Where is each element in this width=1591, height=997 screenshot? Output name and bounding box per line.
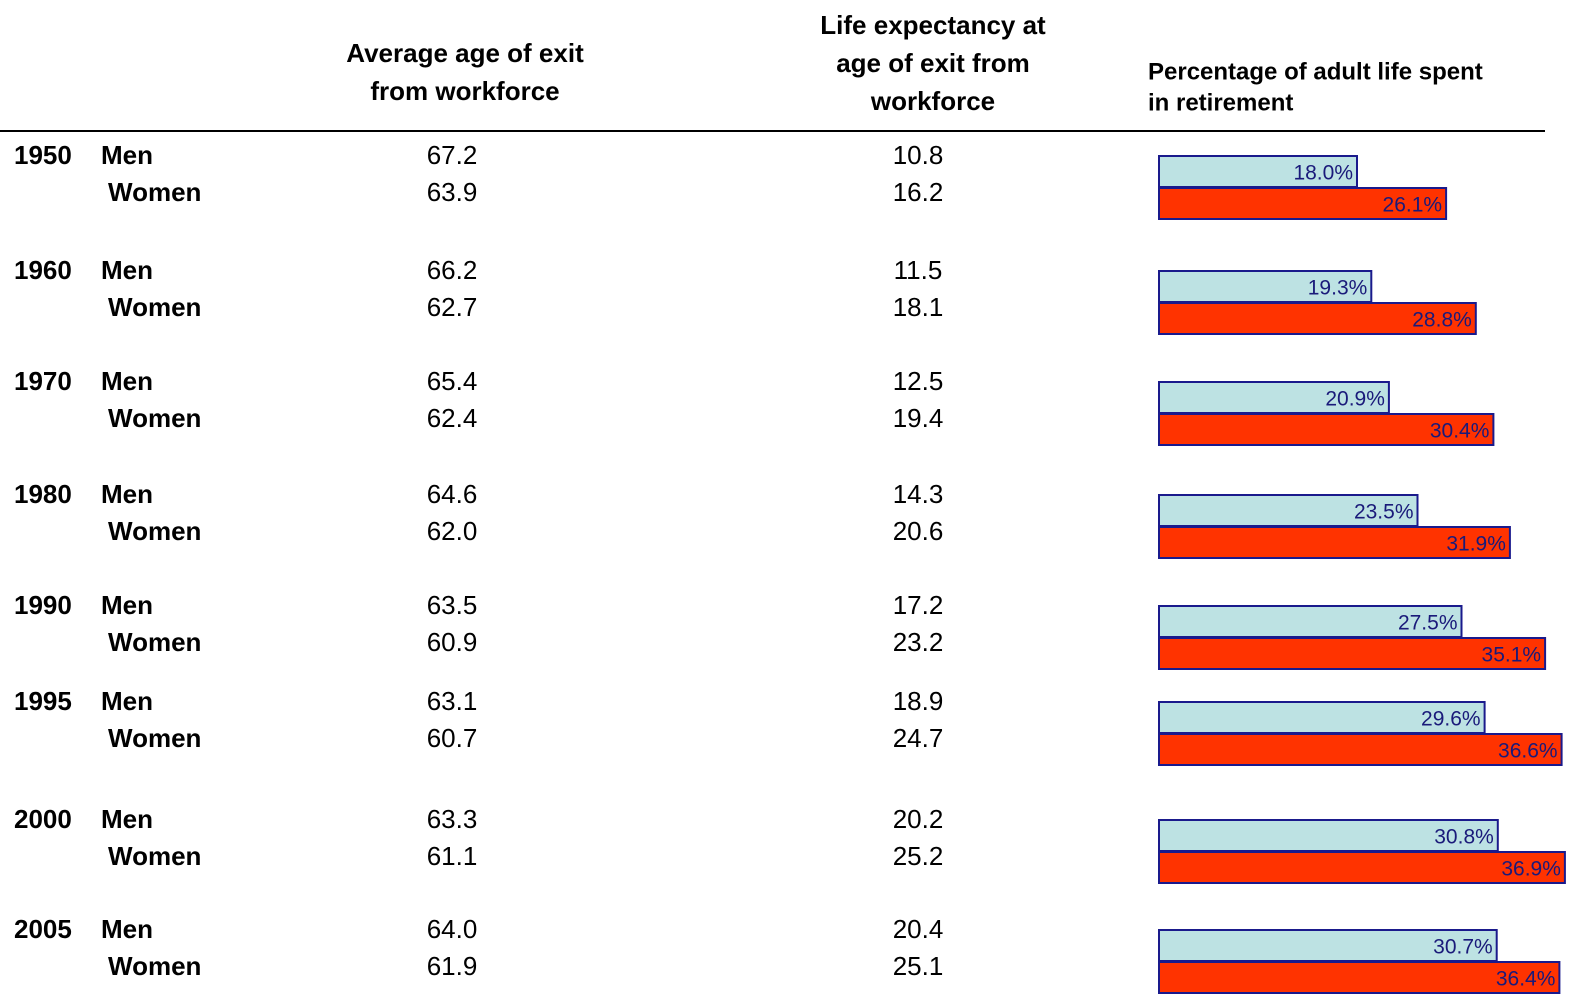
exit-age: 63.1 bbox=[427, 686, 478, 716]
exit-age: 62.0 bbox=[427, 516, 478, 546]
year-label: 1950 bbox=[14, 140, 72, 170]
sex-label: Women bbox=[108, 841, 201, 871]
bar-label: 30.7% bbox=[1433, 936, 1493, 959]
bar-label: 36.4% bbox=[1496, 968, 1556, 991]
bar-label: 36.9% bbox=[1501, 858, 1561, 881]
bar-label: 18.0% bbox=[1293, 162, 1353, 185]
women-bar bbox=[1158, 733, 1563, 766]
life-expectancy: 20.2 bbox=[893, 804, 944, 834]
sex-label: Men bbox=[101, 590, 153, 620]
men-bar bbox=[1158, 605, 1463, 638]
life-expectancy: 20.4 bbox=[893, 914, 944, 944]
bar-label: 29.6% bbox=[1421, 708, 1481, 731]
bar-label: 31.9% bbox=[1446, 533, 1506, 556]
sex-label: Men bbox=[101, 686, 153, 716]
exit-age: 63.3 bbox=[427, 804, 478, 834]
column-header: workforce bbox=[870, 86, 995, 116]
life-expectancy: 20.6 bbox=[893, 516, 944, 546]
sex-label: Women bbox=[108, 292, 201, 322]
bar-label: 35.1% bbox=[1482, 644, 1542, 667]
exit-age: 67.2 bbox=[427, 140, 478, 170]
sex-label: Women bbox=[108, 516, 201, 546]
women-bar bbox=[1158, 526, 1511, 559]
column-header: Life expectancy at bbox=[820, 10, 1046, 40]
life-expectancy: 10.8 bbox=[893, 140, 944, 170]
sex-label: Men bbox=[101, 366, 153, 396]
sex-label: Women bbox=[108, 177, 201, 207]
life-expectancy: 11.5 bbox=[894, 255, 943, 285]
year-label: 1995 bbox=[14, 686, 72, 716]
bar-label: 30.8% bbox=[1434, 826, 1494, 849]
exit-age: 63.9 bbox=[427, 177, 478, 207]
women-bar bbox=[1158, 413, 1495, 446]
year-label: 1960 bbox=[14, 255, 72, 285]
life-expectancy: 17.2 bbox=[893, 590, 944, 620]
sex-label: Women bbox=[108, 723, 201, 753]
life-expectancy: 25.2 bbox=[893, 841, 944, 871]
bar-label: 26.1% bbox=[1383, 194, 1443, 217]
women-bar bbox=[1158, 961, 1561, 994]
bar-label: 36.6% bbox=[1498, 740, 1558, 763]
life-expectancy: 23.2 bbox=[893, 627, 944, 657]
column-header: age of exit from bbox=[836, 48, 1030, 78]
exit-age: 64.6 bbox=[427, 479, 478, 509]
bar-label: 19.3% bbox=[1308, 277, 1368, 300]
exit-age: 62.4 bbox=[427, 403, 478, 433]
sex-label: Men bbox=[101, 255, 153, 285]
year-label: 2000 bbox=[14, 804, 72, 834]
bar-label: 23.5% bbox=[1354, 501, 1414, 524]
sex-label: Women bbox=[108, 627, 201, 657]
life-expectancy: 18.9 bbox=[893, 686, 944, 716]
exit-age: 63.5 bbox=[427, 590, 478, 620]
bar-label: 27.5% bbox=[1398, 612, 1458, 635]
exit-age: 61.1 bbox=[427, 841, 478, 871]
men-bar bbox=[1158, 494, 1419, 527]
column-header: Percentage of adult life spent bbox=[1148, 58, 1483, 85]
column-header: Average age of exit bbox=[346, 38, 584, 68]
exit-age: 60.9 bbox=[427, 627, 478, 657]
women-bar bbox=[1158, 187, 1448, 220]
women-bar bbox=[1158, 637, 1547, 670]
year-label: 2005 bbox=[14, 914, 72, 944]
exit-age: 64.0 bbox=[427, 914, 478, 944]
life-expectancy: 18.1 bbox=[893, 292, 944, 322]
exit-age: 60.7 bbox=[427, 723, 478, 753]
life-expectancy: 19.4 bbox=[893, 403, 944, 433]
sex-label: Men bbox=[101, 140, 153, 170]
year-label: 1980 bbox=[14, 479, 72, 509]
life-expectancy: 16.2 bbox=[893, 177, 944, 207]
year-label: 1990 bbox=[14, 590, 72, 620]
year-label: 1970 bbox=[14, 366, 72, 396]
life-expectancy: 14.3 bbox=[893, 479, 944, 509]
bar-label: 30.4% bbox=[1430, 420, 1490, 443]
exit-age: 66.2 bbox=[427, 255, 478, 285]
exit-age: 65.4 bbox=[427, 366, 478, 396]
life-expectancy: 12.5 bbox=[893, 366, 944, 396]
life-expectancy: 25.1 bbox=[893, 951, 944, 981]
column-header: from workforce bbox=[370, 76, 559, 106]
exit-age: 61.9 bbox=[427, 951, 478, 981]
sex-label: Women bbox=[108, 951, 201, 981]
column-header: in retirement bbox=[1148, 89, 1293, 116]
sex-label: Men bbox=[101, 479, 153, 509]
sex-label: Women bbox=[108, 403, 201, 433]
life-expectancy: 24.7 bbox=[893, 723, 944, 753]
women-bar bbox=[1158, 302, 1477, 335]
women-bar bbox=[1158, 851, 1566, 884]
bar-label: 20.9% bbox=[1325, 388, 1385, 411]
men-bar bbox=[1158, 701, 1486, 734]
sex-label: Men bbox=[101, 804, 153, 834]
men-bar bbox=[1158, 381, 1390, 414]
sex-label: Men bbox=[101, 914, 153, 944]
bar-label: 28.8% bbox=[1412, 309, 1472, 332]
men-bar bbox=[1158, 819, 1499, 852]
exit-age: 62.7 bbox=[427, 292, 478, 322]
men-bar bbox=[1158, 929, 1498, 962]
